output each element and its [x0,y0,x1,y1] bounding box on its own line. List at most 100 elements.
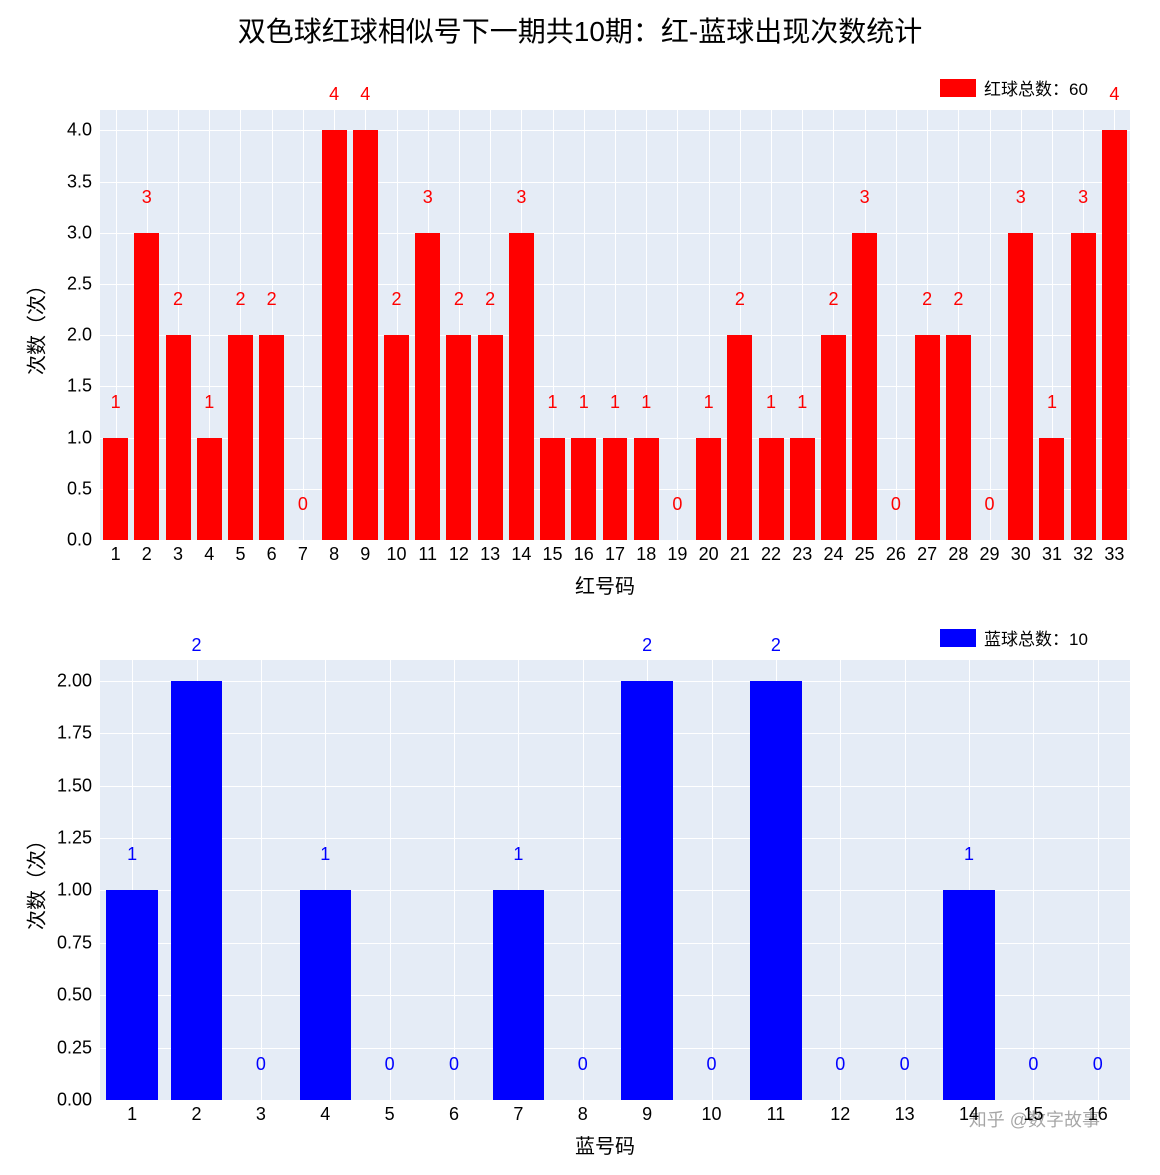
chart-title: 双色球红球相似号下一期共10期：红-蓝球出现次数统计 [0,10,1160,50]
bar-value-label: 1 [797,392,807,415]
bar [1102,130,1127,540]
x-tick-label: 7 [298,540,308,565]
bar-value-label: 1 [579,392,589,415]
x-tick-label: 4 [204,540,214,565]
bar [946,335,971,540]
gridline [896,110,897,540]
bar [106,890,158,1100]
gridline [303,110,304,540]
blue-legend: 蓝球总数：10 [940,625,1088,650]
bar-value-label: 1 [610,392,620,415]
bar [759,438,784,540]
bar-value-label: 0 [835,1054,845,1077]
bar [634,438,659,540]
bar-value-label: 0 [1028,1054,1038,1077]
y-tick-label: 0.25 [57,1037,100,1058]
bar-value-label: 1 [704,392,714,415]
x-tick-label: 11 [418,540,437,565]
bar-value-label: 2 [953,289,963,312]
bar-value-label: 1 [548,392,558,415]
y-tick-label: 0.75 [57,932,100,953]
bar [166,335,191,540]
bar [852,233,877,540]
bar [493,890,545,1100]
bar [228,335,253,540]
bar-value-label: 2 [173,289,183,312]
x-tick-label: 7 [513,1100,523,1125]
bar-value-label: 1 [111,392,121,415]
x-tick-label: 5 [235,540,245,565]
gridline [100,838,1130,839]
bar [696,438,721,540]
red-plot-area: 0.00.51.01.52.02.53.03.54.01123324152627… [100,110,1130,540]
gridline [100,733,1130,734]
x-tick-label: 12 [449,540,469,565]
bar-value-label: 1 [964,844,974,867]
gridline [454,660,455,1100]
bar [171,681,223,1100]
x-tick-label: 2 [142,540,152,565]
bar [1039,438,1064,540]
y-tick-label: 0.50 [57,985,100,1006]
x-tick-label: 18 [636,540,656,565]
bar-value-label: 0 [1093,1054,1103,1077]
x-tick-label: 6 [267,540,277,565]
x-tick-label: 12 [830,1100,850,1125]
bar [621,681,673,1100]
x-tick-label: 6 [449,1100,459,1125]
gridline [390,660,391,1100]
x-tick-label: 17 [605,540,625,565]
bar-value-label: 0 [891,494,901,517]
x-tick-label: 5 [385,1100,395,1125]
x-tick-label: 29 [980,540,1000,565]
bar-value-label: 2 [391,289,401,312]
bar [1008,233,1033,540]
y-tick-label: 1.0 [67,427,100,448]
bar-value-label: 0 [298,494,308,517]
blue-x-axis-label: 蓝号码 [575,1130,635,1159]
y-tick-label: 2.00 [57,670,100,691]
bar [727,335,752,540]
x-tick-label: 10 [702,1100,722,1125]
bar-value-label: 3 [1016,187,1026,210]
x-tick-label: 9 [642,1100,652,1125]
x-tick-label: 21 [730,540,750,565]
gridline [100,681,1130,682]
bar-value-label: 0 [985,494,995,517]
red-legend-text: 红球总数：60 [984,75,1088,100]
bar-value-label: 2 [454,289,464,312]
x-tick-label: 24 [823,540,843,565]
red-legend-swatch [940,79,976,97]
x-tick-label: 2 [192,1100,202,1125]
bar [915,335,940,540]
x-tick-label: 8 [329,540,339,565]
bar [134,233,159,540]
red-chart: 0.00.51.01.52.02.53.03.54.01123324152627… [100,110,1130,540]
y-tick-label: 0.0 [67,530,100,551]
bar [943,890,995,1100]
bar-value-label: 3 [142,187,152,210]
x-tick-label: 20 [699,540,719,565]
bar-value-label: 3 [423,187,433,210]
y-tick-label: 0.00 [57,1090,100,1111]
bar [322,130,347,540]
bar [571,438,596,540]
bar-value-label: 0 [385,1054,395,1077]
red-legend: 红球总数：60 [940,75,1088,100]
x-tick-label: 4 [320,1100,330,1125]
blue-legend-swatch [940,629,976,647]
bar-value-label: 2 [235,289,245,312]
x-tick-label: 1 [127,1100,137,1125]
bar-value-label: 1 [766,392,776,415]
bar [446,335,471,540]
bar-value-label: 2 [735,289,745,312]
x-tick-label: 25 [855,540,875,565]
y-tick-label: 1.00 [57,880,100,901]
y-tick-label: 1.75 [57,723,100,744]
bar-value-label: 2 [485,289,495,312]
bar [540,438,565,540]
bar [384,335,409,540]
gridline [990,110,991,540]
y-tick-label: 1.25 [57,828,100,849]
gridline [1033,660,1034,1100]
